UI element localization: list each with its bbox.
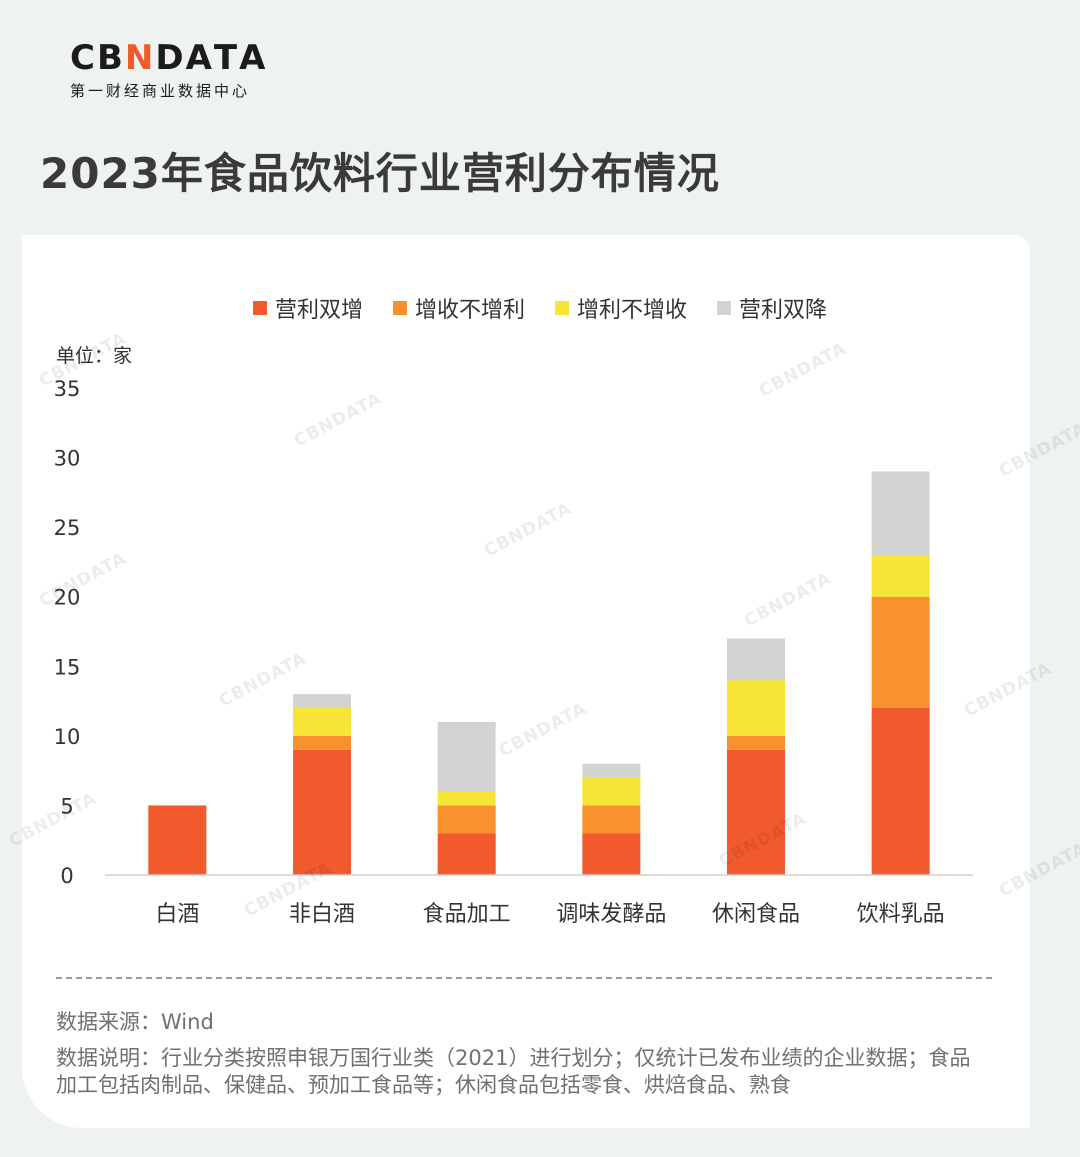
y-tick-label: 35 [54,377,81,401]
legend-item: 营利双降 [717,292,827,324]
bar-segment [293,749,351,875]
x-tick-label: 休闲食品 [712,902,800,927]
bar-segment [437,805,496,834]
legend-label: 增利不增收 [577,298,688,323]
bar-segment [437,721,496,792]
bar-segment [727,638,785,681]
x-tick-label: 饮料乳品 [857,902,945,927]
y-tick-label: 0 [60,864,73,888]
footer-divider [56,977,992,979]
x-tick-label: 食品加工 [423,902,511,927]
legend-label: 营利双降 [739,298,828,323]
bar-segment [148,805,207,875]
bar-segment [871,554,930,597]
legend-item: 营利双增 [252,292,363,324]
bar-segment [727,680,785,736]
bar-segment [582,805,641,834]
legend-item: 增收不增利 [392,292,525,324]
bar-segment [871,596,930,709]
legend-swatch [555,301,569,315]
data-source: 数据来源：Wind [56,1010,214,1034]
data-note: 数据说明：行业分类按照申银万国行业类（2021）进行划分；仅统计已发布业绩的企业… [56,1046,971,1097]
bar-segment [437,833,496,875]
legend-swatch [252,301,267,315]
y-tick-label: 10 [54,725,81,749]
bar-segment [727,735,785,750]
bar-segment [293,735,351,750]
bar-segment [293,708,351,736]
y-axis-unit-label: 单位：家 [56,345,133,367]
y-tick-label: 30 [54,447,81,471]
bar-segment [437,791,496,806]
x-tick-label: 调味发酵品 [556,902,666,927]
bar-segment [582,777,641,806]
bar-segment [871,708,930,875]
chart-card [22,235,1030,1128]
bar-segment [871,471,930,555]
bar-segment [582,833,641,875]
legend-label: 营利双增 [274,298,363,323]
y-tick-label: 15 [54,655,81,679]
y-tick-label: 25 [54,516,81,540]
chart-legend: 营利双增 增收不增利 增利不增收 营利双降 [0,292,1080,324]
page-title: 2023年食品饮料行业营利分布情况 [40,149,720,198]
logo-subtitle: 第一财经商业数据中心 [70,82,251,100]
y-tick-label: 5 [60,794,73,818]
x-tick-label: 非白酒 [289,902,355,927]
y-tick-label: 20 [54,586,81,610]
legend-swatch [717,301,732,315]
legend-label: 增收不增利 [414,298,525,323]
bar-segment [293,694,351,709]
x-tick-label: 白酒 [155,902,199,927]
bar-segment [582,763,641,778]
legend-item: 增利不增收 [555,292,687,324]
bar-segment [727,749,785,875]
legend-swatch [392,301,407,315]
